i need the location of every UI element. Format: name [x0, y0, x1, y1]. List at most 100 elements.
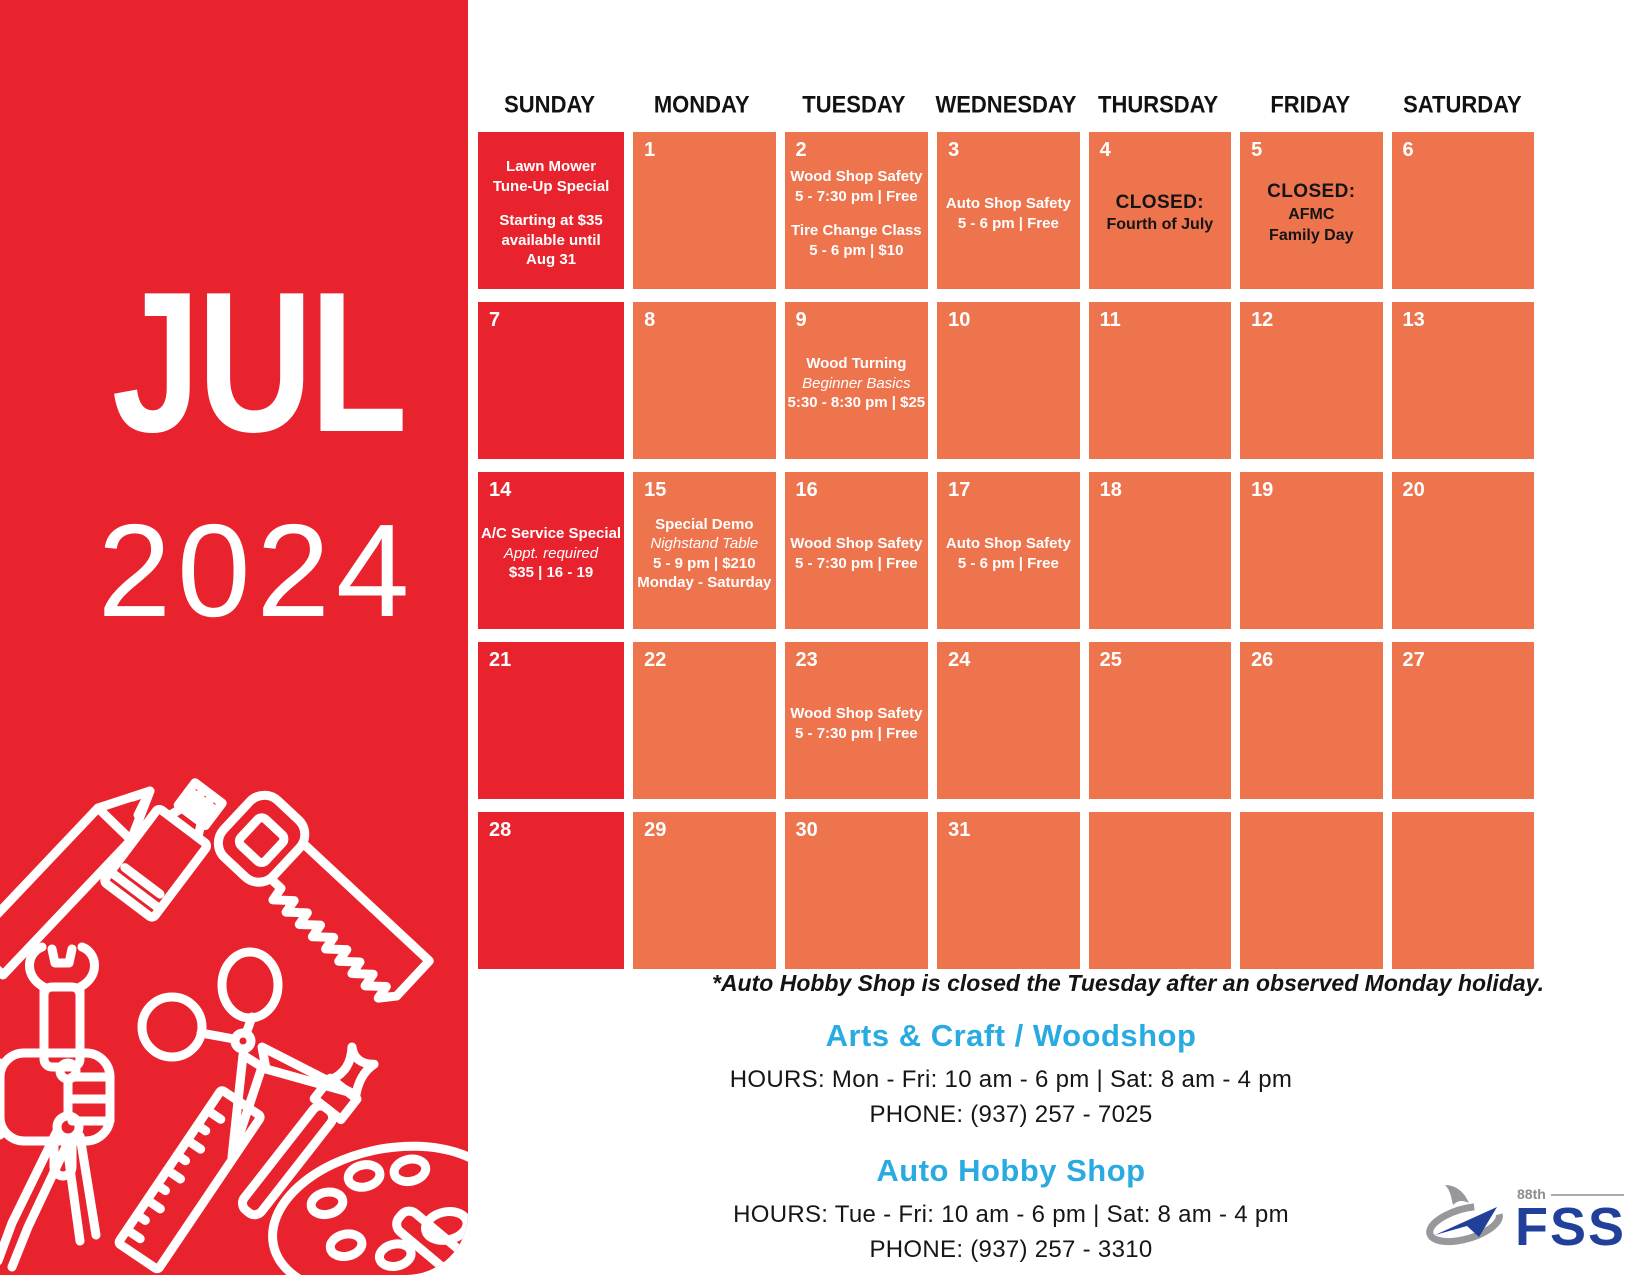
- palette-icon: [268, 1141, 468, 1275]
- year-title: 2024: [97, 497, 416, 644]
- tool-handle-icon: [392, 1206, 468, 1275]
- event-line: CLOSED:: [1267, 181, 1356, 203]
- holiday-footnote: *Auto Hobby Shop is closed the Tuesday a…: [712, 970, 1544, 996]
- event-line: 5 - 9 pm | $210: [653, 554, 756, 572]
- date-number: 23: [795, 649, 818, 671]
- event-line: Special Demo: [655, 515, 754, 533]
- date-number: 28: [489, 819, 512, 841]
- scissors-icon: [137, 947, 357, 1162]
- date-number: 13: [1402, 309, 1425, 331]
- arts-craft-woodshop-title: Arts & Craft / Woodshop: [825, 1018, 1197, 1053]
- event-line: Lawn Mower: [506, 158, 597, 176]
- left-panel: JUL 2024: [0, 0, 468, 1275]
- event-line: Tune-Up Special: [492, 177, 610, 195]
- event-line: Auto Shop Safety: [945, 195, 1071, 212]
- auto-hobby-shop-title: Auto Hobby Shop: [876, 1153, 1146, 1188]
- calendar-cell-11: 11: [1088, 302, 1232, 459]
- calendar-cell-28: 28: [478, 812, 625, 969]
- calendar-cell-3: 3 Auto Shop Safety 5 - 6 pm | Free: [937, 132, 1080, 289]
- date-number: 24: [948, 649, 971, 671]
- event-line: Appt. required: [503, 544, 599, 562]
- calendar-cell-13: 13: [1391, 302, 1534, 459]
- weekday-header-saturday: SATURDAY: [1403, 90, 1522, 119]
- calendar-cell-27: 27: [1391, 642, 1534, 799]
- paintbrush-icon: [237, 1042, 379, 1220]
- event-line: Wood Shop Safety: [790, 535, 923, 552]
- calendar-cell-10: 10: [937, 302, 1080, 459]
- calendar-cell-14: 14 A/C Service Special Appt. required $35 |…: [478, 472, 625, 629]
- month-title: JUL: [111, 251, 408, 474]
- date-number: 26: [1251, 649, 1274, 671]
- date-number: 11: [1099, 309, 1121, 331]
- calendar-cell-4: 4 CLOSED: Fourth of July: [1088, 132, 1232, 289]
- event-line: Beginner Basics: [802, 374, 911, 392]
- event-line: $35 | 16 - 19: [508, 564, 594, 582]
- calendar-cell: [1391, 812, 1534, 969]
- calendar-cell-8: 8: [633, 302, 776, 459]
- date-number: 20: [1402, 479, 1425, 501]
- date-number: 30: [795, 819, 818, 841]
- calendar-cell-20: 20: [1391, 472, 1534, 629]
- calendar-cell-23: 23 Wood Shop Safety 5 - 7:30 pm | Free: [784, 642, 929, 799]
- event-line: available until: [501, 231, 601, 249]
- date-number: 1: [644, 139, 656, 161]
- calendar-cell-17: 17 Auto Shop Safety 5 - 6 pm | Free: [937, 472, 1080, 629]
- weekday-header-wednesday: WEDNESDAY: [935, 90, 1077, 119]
- event-line: Auto Shop Safety: [945, 535, 1071, 552]
- event-line: Nighstand Table: [650, 535, 759, 552]
- event-line: Fourth of July: [1106, 216, 1214, 234]
- event-line: Starting at $35: [499, 212, 603, 230]
- arts-craft-hours: HOURS: Mon - Fri: 10 am - 6 pm | Sat: 8 …: [729, 1066, 1293, 1093]
- date-number: 27: [1402, 649, 1425, 671]
- craft-tools-illustration: [0, 778, 468, 1275]
- date-number: 2: [795, 139, 807, 161]
- weekday-header-row: SUNDAY MONDAY TUESDAY WEDNESDAY THURSDAY FRID…: [478, 90, 1534, 119]
- calendar-cell-29: 29: [633, 812, 776, 969]
- date-number: 25: [1099, 649, 1122, 671]
- event-line: Wood Turning: [806, 355, 907, 373]
- calendar-cell-6: 6: [1391, 132, 1534, 289]
- calendar-cell-19: 19: [1240, 472, 1383, 629]
- calendar-cell: [1240, 812, 1383, 969]
- date-number: 18: [1099, 479, 1122, 501]
- logo-unit-text: 88th: [1517, 1186, 1546, 1202]
- date-number: 12: [1251, 309, 1274, 331]
- calendar-cell-16: 16 Wood Shop Safety 5 - 7:30 pm | Free: [784, 472, 929, 629]
- event-line: AFMC: [1288, 206, 1335, 224]
- calendar-cell-2: 2 Wood Shop Safety 5 - 7:30 pm | Free Tire …: [784, 132, 929, 289]
- date-number: 21: [489, 649, 512, 671]
- arts-craft-phone: PHONE: (937) 257 - 7025: [869, 1101, 1153, 1128]
- calendar-cell: Lawn Mower Tune-Up Special Starting at $35…: [478, 132, 625, 289]
- auto-hobby-shop-info: Auto Hobby Shop HOURS: Tue - Fri: 10 am …: [478, 1153, 1544, 1264]
- weekday-header-tuesday: TUESDAY: [802, 90, 906, 119]
- event-line: Monday - Saturday: [637, 574, 772, 591]
- handsaw-icon: [213, 790, 434, 1003]
- calendar-cell-22: 22: [633, 642, 776, 799]
- weekday-header-monday: MONDAY: [653, 90, 750, 119]
- date-number: 16: [795, 479, 818, 501]
- logo-org-text: FSS: [1515, 1197, 1626, 1251]
- date-number: 5: [1251, 139, 1263, 161]
- date-number: 19: [1251, 479, 1274, 501]
- event-line: 5 - 6 pm | Free: [957, 214, 1059, 232]
- date-number: 31: [948, 819, 971, 841]
- calendar-cell: [1088, 812, 1232, 969]
- calendar-cell-18: 18: [1088, 472, 1232, 629]
- calendar-cell-24: 24: [937, 642, 1080, 799]
- date-number: 29: [644, 819, 667, 841]
- fss-logo: 88th FSS: [1421, 1183, 1626, 1257]
- calendar-cell-9: 9 Wood Turning Beginner Basics 5:30 - 8:30 …: [784, 302, 929, 459]
- date-number: 10: [948, 309, 971, 331]
- date-number: 9: [795, 309, 807, 331]
- event-line: Aug 31: [526, 251, 577, 269]
- calendar-cell-15: 15 Special Demo Nighstand Table 5 - 9 pm | …: [633, 472, 776, 629]
- calendar-cell-26: 26: [1240, 642, 1383, 799]
- compass-icon: [0, 1058, 101, 1272]
- calendar-cell-30: 30: [784, 812, 929, 969]
- date-number: 4: [1099, 139, 1111, 161]
- weekday-header-thursday: THURSDAY: [1098, 90, 1219, 119]
- auto-hobby-hours: HOURS: Tue - Fri: 10 am - 6 pm | Sat: 8 …: [733, 1201, 1289, 1228]
- weekday-header-friday: FRIDAY: [1270, 90, 1351, 119]
- calendar-cell-5: 5 CLOSED: AFMC Family Day: [1240, 132, 1383, 289]
